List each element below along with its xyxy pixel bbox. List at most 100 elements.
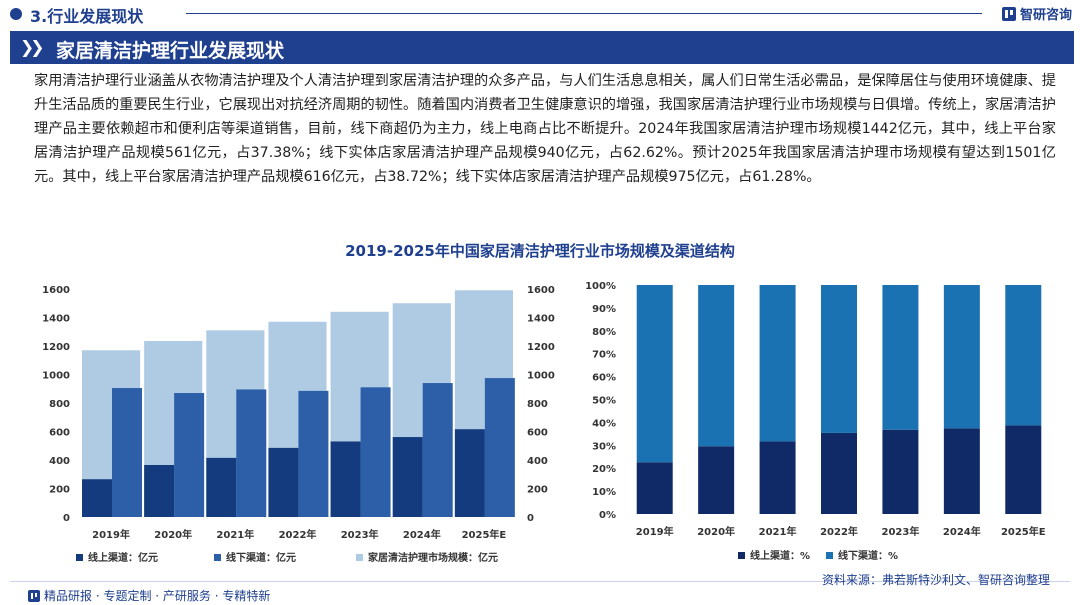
x-axis-category-label: 2022年 <box>820 525 858 538</box>
legend-label: 线上渠道：亿元 <box>88 551 158 564</box>
legend-swatch <box>356 554 363 561</box>
x-axis-category-label: 2023年 <box>341 528 379 541</box>
online-bar <box>82 479 112 517</box>
x-axis-category-label: 2021年 <box>759 525 797 538</box>
y-axis-tick-label: 1400 <box>42 314 70 325</box>
y-axis-tick-label: 1200 <box>42 342 70 353</box>
intro-paragraph: 家用清洁护理行业涵盖从衣物清洁护理及个人清洁护理到家居清洁护理的众多产品，与人们… <box>34 73 1056 185</box>
offline-share-bar <box>759 285 796 442</box>
y-axis-tick-label: 400 <box>49 456 70 467</box>
footer-rule <box>10 581 1070 582</box>
y-axis-tick-label: 10% <box>592 487 616 498</box>
footer-logo-icon <box>28 589 40 602</box>
y-axis-tick-label: 0 <box>63 513 70 524</box>
header-rule <box>186 13 982 14</box>
x-axis-category-label: 2025年E <box>462 528 507 541</box>
x-axis-category-label: 2022年 <box>279 528 317 541</box>
y-axis-tick-label: 70% <box>592 350 616 361</box>
online-bar <box>392 437 423 517</box>
online-share-bar <box>759 441 796 514</box>
legend-label: 家居清洁护理市场规模：亿元 <box>368 551 498 564</box>
y2-axis-tick-label: 600 <box>527 428 548 439</box>
title-banner: ❯❯ 家居清洁护理行业发展现状 <box>10 31 1074 64</box>
offline-share-bar <box>943 285 980 429</box>
online-share-bar <box>882 429 919 514</box>
legend-label: 线上渠道：% <box>750 549 810 562</box>
offline-bar <box>236 389 267 517</box>
x-axis-category-label: 2024年 <box>943 525 981 538</box>
chart-title: 2019-2025年中国家居清洁护理行业市场规模及渠道结构 <box>345 242 735 260</box>
online-share-bar <box>698 446 735 514</box>
online-bar <box>144 464 175 517</box>
y2-axis-tick-label: 1000 <box>527 371 555 382</box>
y2-axis-tick-label: 0 <box>527 513 534 524</box>
online-share-bar <box>636 462 673 514</box>
x-axis-category-label: 2024年 <box>403 528 441 541</box>
y2-axis-tick-label: 1400 <box>527 314 555 325</box>
x-axis-category-label: 2020年 <box>697 525 735 538</box>
y-axis-tick-label: 80% <box>592 327 616 338</box>
double-chevron-icon: ❯❯ <box>20 38 44 58</box>
y-axis-tick-label: 20% <box>592 464 616 475</box>
online-bar <box>330 441 361 517</box>
offline-bar <box>484 378 515 517</box>
offline-bar <box>298 390 329 517</box>
y-axis-tick-label: 200 <box>49 485 70 496</box>
y2-axis-tick-label: 1200 <box>527 342 555 353</box>
source-note: 资料来源：弗若斯特沙利文、智研咨询整理 <box>821 573 1050 587</box>
y2-axis-tick-label: 200 <box>527 485 548 496</box>
y-axis-tick-label: 40% <box>592 418 616 429</box>
footer-text: 精品研报 · 专题定制 · 产研服务 · 专精特新 <box>44 589 271 603</box>
offline-share-bar <box>636 285 673 463</box>
x-axis-category-label: 2025年E <box>1001 525 1046 538</box>
section-title: 3.行业发展现状 <box>30 7 144 26</box>
y-axis-tick-label: 1000 <box>42 371 70 382</box>
offline-share-bar <box>821 285 857 433</box>
y-axis-tick-label: 0% <box>599 510 616 521</box>
online-bar <box>454 429 485 517</box>
y2-axis-tick-label: 800 <box>527 399 548 410</box>
y2-axis-tick-label: 400 <box>527 456 548 467</box>
y-axis-tick-label: 1600 <box>42 285 70 296</box>
y-axis-tick-label: 60% <box>592 373 616 384</box>
x-axis-category-label: 2019年 <box>92 528 130 541</box>
y-axis-tick-label: 50% <box>592 396 616 407</box>
brand: 智研咨询 <box>1001 4 1072 23</box>
offline-share-bar <box>698 285 735 447</box>
online-share-bar <box>1005 425 1042 514</box>
legend-label: 线下渠道：% <box>838 549 898 562</box>
x-axis-category-label: 2023年 <box>882 525 920 538</box>
section-bullet-icon <box>10 8 22 20</box>
brand-logo-icon <box>1001 6 1016 21</box>
x-axis-category-label: 2020年 <box>154 528 192 541</box>
legend-swatch <box>738 552 745 559</box>
online-bar <box>268 447 299 517</box>
top-bar: 3.行业发展现状 智研咨询 <box>0 0 1080 28</box>
offline-bar <box>422 383 453 517</box>
online-share-bar <box>943 428 980 514</box>
online-share-bar <box>821 432 857 514</box>
y-axis-tick-label: 30% <box>592 441 616 452</box>
online-bar <box>206 457 237 517</box>
y2-axis-tick-label: 1600 <box>527 285 555 296</box>
offline-bar <box>174 393 205 517</box>
offline-bar <box>112 388 142 517</box>
offline-share-bar <box>1005 285 1042 426</box>
y-axis-tick-label: 800 <box>49 399 70 410</box>
y-axis-tick-label: 90% <box>592 304 616 315</box>
legend-swatch <box>214 554 221 561</box>
y-axis-tick-label: 600 <box>49 428 70 439</box>
offline-share-bar <box>882 285 919 430</box>
x-axis-category-label: 2021年 <box>216 528 254 541</box>
offline-bar <box>360 387 391 517</box>
legend-label: 线下渠道：亿元 <box>226 551 296 564</box>
legend-swatch <box>826 552 833 559</box>
x-axis-category-label: 2019年 <box>636 525 674 538</box>
y-axis-tick-label: 100% <box>585 281 616 292</box>
page-title: 家居清洁护理行业发展现状 <box>56 40 285 62</box>
brand-name: 智研咨询 <box>1019 8 1072 23</box>
footer-tagline: 精品研报 · 专题定制 · 产研服务 · 专精特新 <box>28 587 270 604</box>
legend-swatch <box>76 554 83 561</box>
